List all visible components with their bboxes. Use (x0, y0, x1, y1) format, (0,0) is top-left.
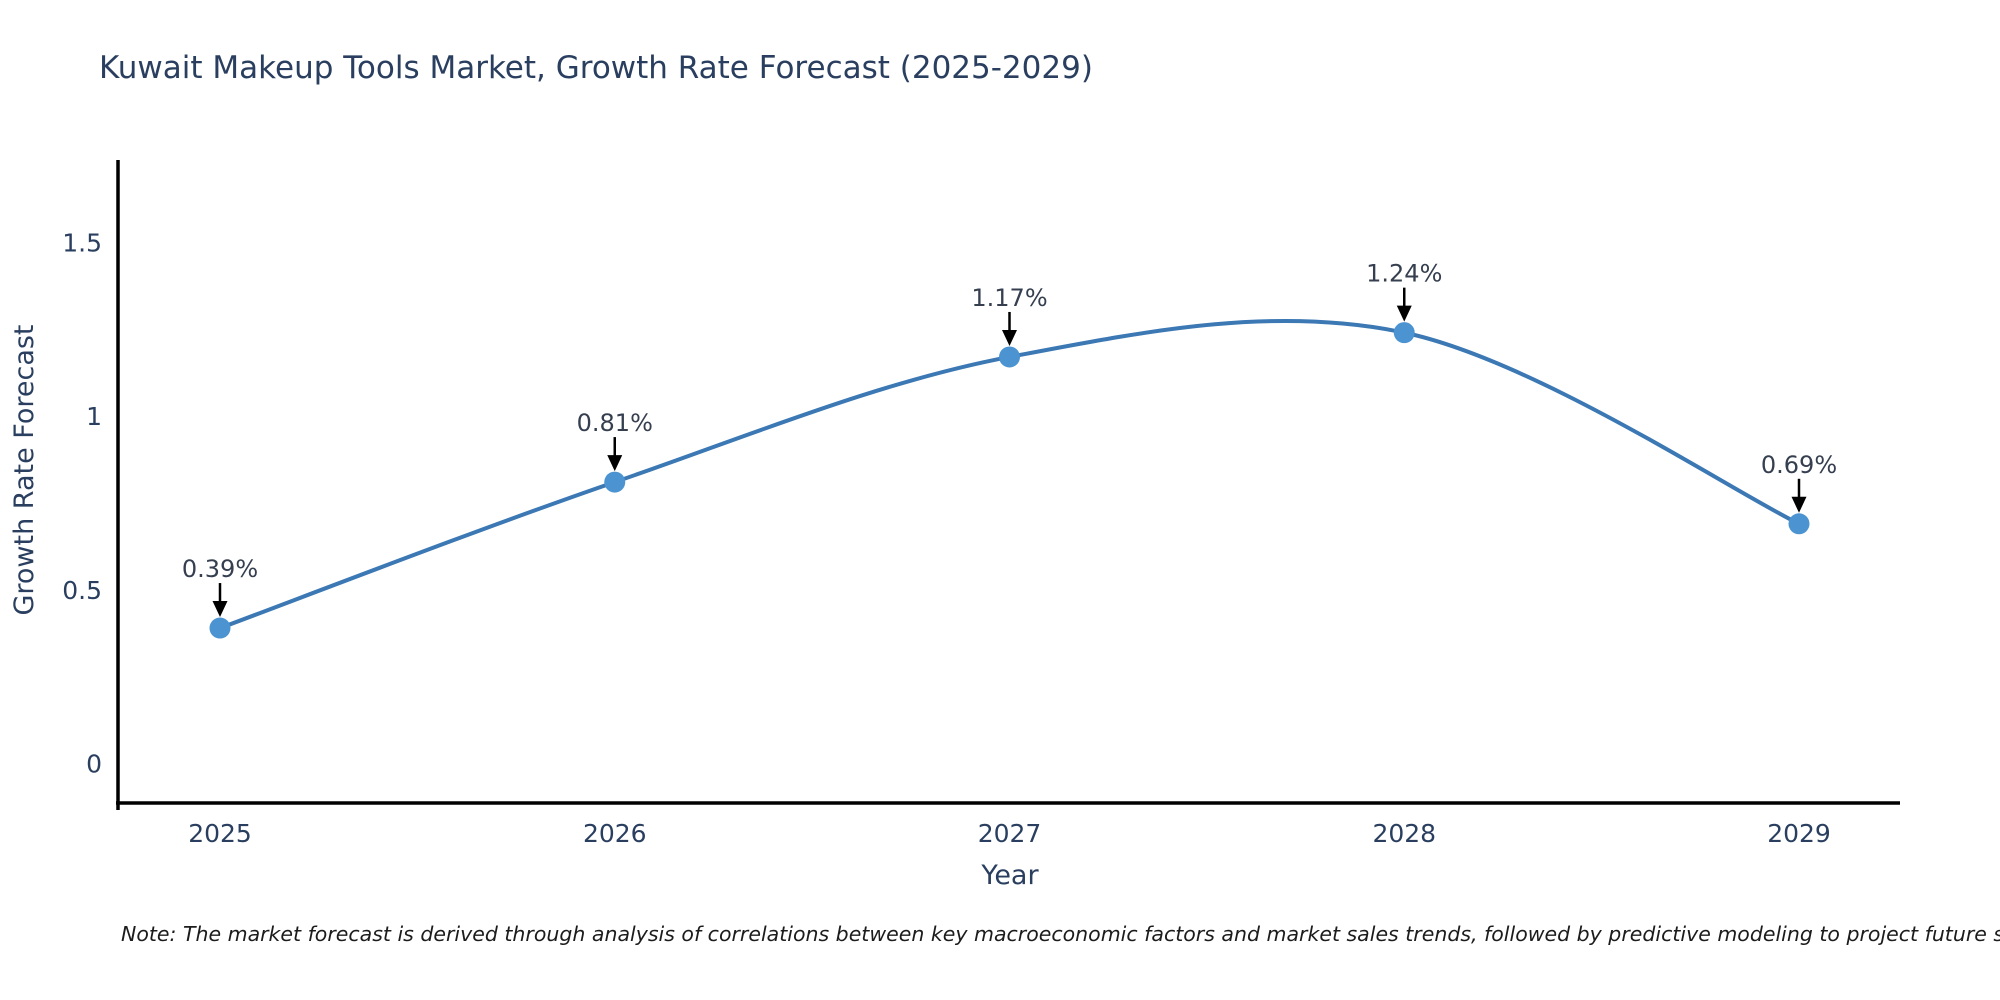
annotation-arrowhead (607, 455, 623, 472)
point-label-2025: 0.39% (182, 555, 258, 583)
annotation-arrowhead (212, 601, 228, 618)
footnote: Note: The market forecast is derived thr… (121, 922, 2000, 946)
data-point-2025[interactable] (209, 617, 231, 639)
point-label-2027: 1.17% (971, 284, 1047, 312)
y-tick-1.5: 1.5 (62, 228, 102, 257)
annotation-arrowhead (1396, 305, 1412, 322)
data-point-2027[interactable] (999, 346, 1020, 368)
x-tick-2025: 2025 (188, 819, 252, 848)
x-axis-title: Year (980, 860, 1039, 891)
data-point-2026[interactable] (604, 471, 626, 493)
x-tick-2026: 2026 (583, 819, 647, 848)
x-tick-2029: 2029 (1767, 819, 1831, 848)
annotation-arrowhead (1791, 496, 1807, 513)
y-tick-0.5: 0.5 (62, 576, 102, 605)
y-axis-title: Growth Rate Forecast (9, 324, 40, 615)
y-tick-0: 0 (86, 750, 102, 779)
x-tick-2027: 2027 (978, 819, 1042, 848)
data-point-2029[interactable] (1788, 513, 1810, 535)
chart-title: Kuwait Makeup Tools Market, Growth Rate … (99, 50, 1093, 86)
point-label-2026: 0.81% (577, 409, 653, 437)
data-point-2028[interactable] (1393, 322, 1415, 344)
y-tick-1: 1 (86, 402, 102, 431)
point-label-2029: 0.69% (1761, 451, 1837, 479)
annotation-arrowhead (1002, 329, 1017, 346)
chart-canvas[interactable]: 0.39% 0.81% 1.17% 1.24% 0.69% 0 0.5 1 1.5 2025 202… (0, 0, 2000, 910)
x-tick-2028: 2028 (1372, 819, 1436, 848)
point-label-2028: 1.24% (1366, 260, 1442, 288)
